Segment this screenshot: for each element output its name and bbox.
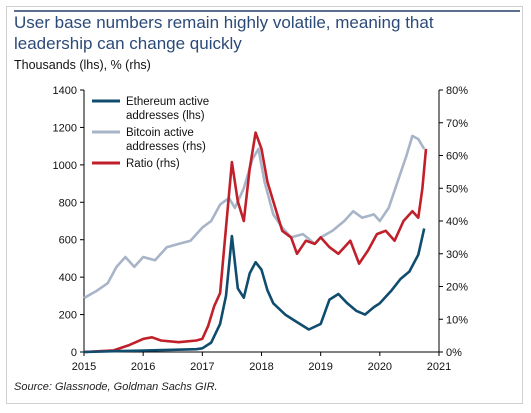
y-left-tick-label: 1200 — [53, 122, 77, 134]
title-rule — [14, 10, 520, 12]
y-left-tick-label: 1400 — [53, 85, 77, 97]
y-right-tick-label: 30% — [446, 249, 468, 261]
chart-title: User base numbers remain highly volatile… — [14, 13, 434, 53]
series-lines — [83, 131, 428, 354]
y-left-tick-label: 400 — [59, 272, 77, 284]
y-right-tick-label: 20% — [446, 282, 468, 294]
legend-label: Ethereum active addresses (lhs) — [126, 96, 209, 122]
series-line-2 — [83, 228, 426, 354]
y-left-tick-label: 200 — [59, 310, 77, 322]
legend: Ethereum active addresses (lhs) Bitcoin ac… — [92, 96, 209, 170]
y-right-tick-label: 60% — [446, 151, 468, 163]
x-tick-label: 2018 — [249, 361, 273, 373]
y-left-tick-label: 1000 — [53, 160, 77, 172]
x-tick-label: 2019 — [308, 361, 332, 373]
y-right-tick-label: 10% — [446, 314, 468, 326]
x-tick-label: 2020 — [368, 361, 392, 373]
x-tick-label: 2021 — [427, 361, 451, 373]
y-right-tick-label: 40% — [446, 216, 468, 228]
y-left-tick-label: 0 — [71, 347, 77, 359]
series-line-0 — [83, 134, 426, 300]
y-right-tick-label: 80% — [446, 85, 468, 97]
axes: 0 200 400 600 800 1000 1200 1400 0% 10% 20% 30% 40% 5… — [53, 85, 469, 373]
source-note: Source: Glassnode, Goldman Sachs GIR. — [14, 381, 218, 393]
y-right-tick-label: 50% — [446, 183, 468, 195]
x-tick-label: 2016 — [131, 361, 155, 373]
y-left-tick-label: 800 — [59, 197, 77, 209]
chart-subtitle: Thousands (lhs), % (rhs) — [14, 58, 151, 72]
legend-label: Bitcoin active addresses (rhs) — [126, 127, 206, 153]
series-line-1 — [83, 131, 428, 354]
y-right-tick-label: 0% — [446, 347, 462, 359]
chart-frame — [6, 6, 523, 404]
y-left-tick-label: 600 — [59, 235, 77, 247]
y-right-tick-label: 70% — [446, 118, 468, 130]
x-tick-label: 2015 — [72, 361, 96, 373]
legend-label: Ratio (rhs) — [126, 158, 180, 170]
x-tick-label: 2017 — [190, 361, 214, 373]
